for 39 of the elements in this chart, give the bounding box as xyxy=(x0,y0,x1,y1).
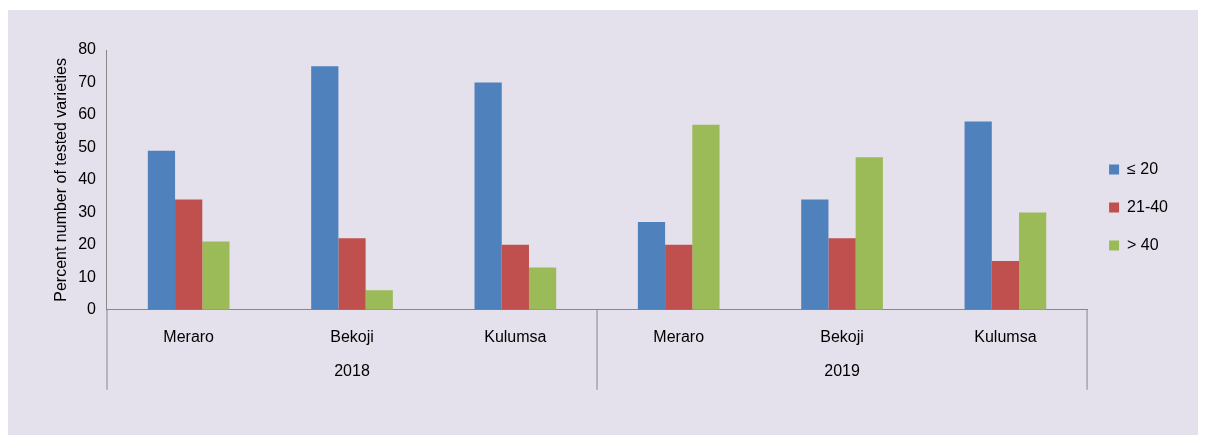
x-tick-label: Kulumsa xyxy=(484,327,547,345)
bar xyxy=(991,261,1020,310)
bar xyxy=(365,290,393,310)
bar xyxy=(692,124,720,310)
bar xyxy=(528,267,557,310)
bar xyxy=(175,199,203,310)
x-tick-label: Bekoji xyxy=(820,327,864,345)
bar xyxy=(147,150,176,310)
y-tick-label: 50 xyxy=(78,137,97,155)
x-tick-label: Bekoji xyxy=(330,327,374,345)
bar xyxy=(311,66,339,310)
bar xyxy=(828,238,856,310)
y-tick-label: 30 xyxy=(78,202,97,220)
y-tick-label: 0 xyxy=(87,300,97,318)
bar xyxy=(637,222,666,310)
y-tick-label: 20 xyxy=(78,235,97,253)
bar xyxy=(501,244,529,310)
legend-label: ≤ 20 xyxy=(1127,159,1159,177)
x-tick-label: Meraro xyxy=(653,327,705,345)
text: 2019 xyxy=(824,362,860,380)
y-tick-label: 10 xyxy=(78,267,97,285)
legend-label: > 40 xyxy=(1127,235,1159,253)
y-tick-label: 40 xyxy=(78,170,97,188)
bar xyxy=(202,241,230,310)
bar xyxy=(964,121,992,310)
y-tick-label: 80 xyxy=(78,40,97,58)
bar xyxy=(1019,212,1047,310)
text: 2018 xyxy=(334,362,370,380)
x-tick-label: Kulumsa xyxy=(974,327,1037,345)
legend-label: 21-40 xyxy=(1127,197,1169,215)
bar xyxy=(474,82,502,310)
x-tick-label: Meraro xyxy=(163,327,215,345)
bar xyxy=(855,157,883,310)
bar xyxy=(801,199,829,310)
y-axis-title: Percent number of tested varieties xyxy=(52,58,70,302)
y-tick-label: 60 xyxy=(78,105,97,123)
bar xyxy=(665,244,693,310)
bar xyxy=(338,238,366,310)
y-tick-label: 70 xyxy=(78,72,97,90)
